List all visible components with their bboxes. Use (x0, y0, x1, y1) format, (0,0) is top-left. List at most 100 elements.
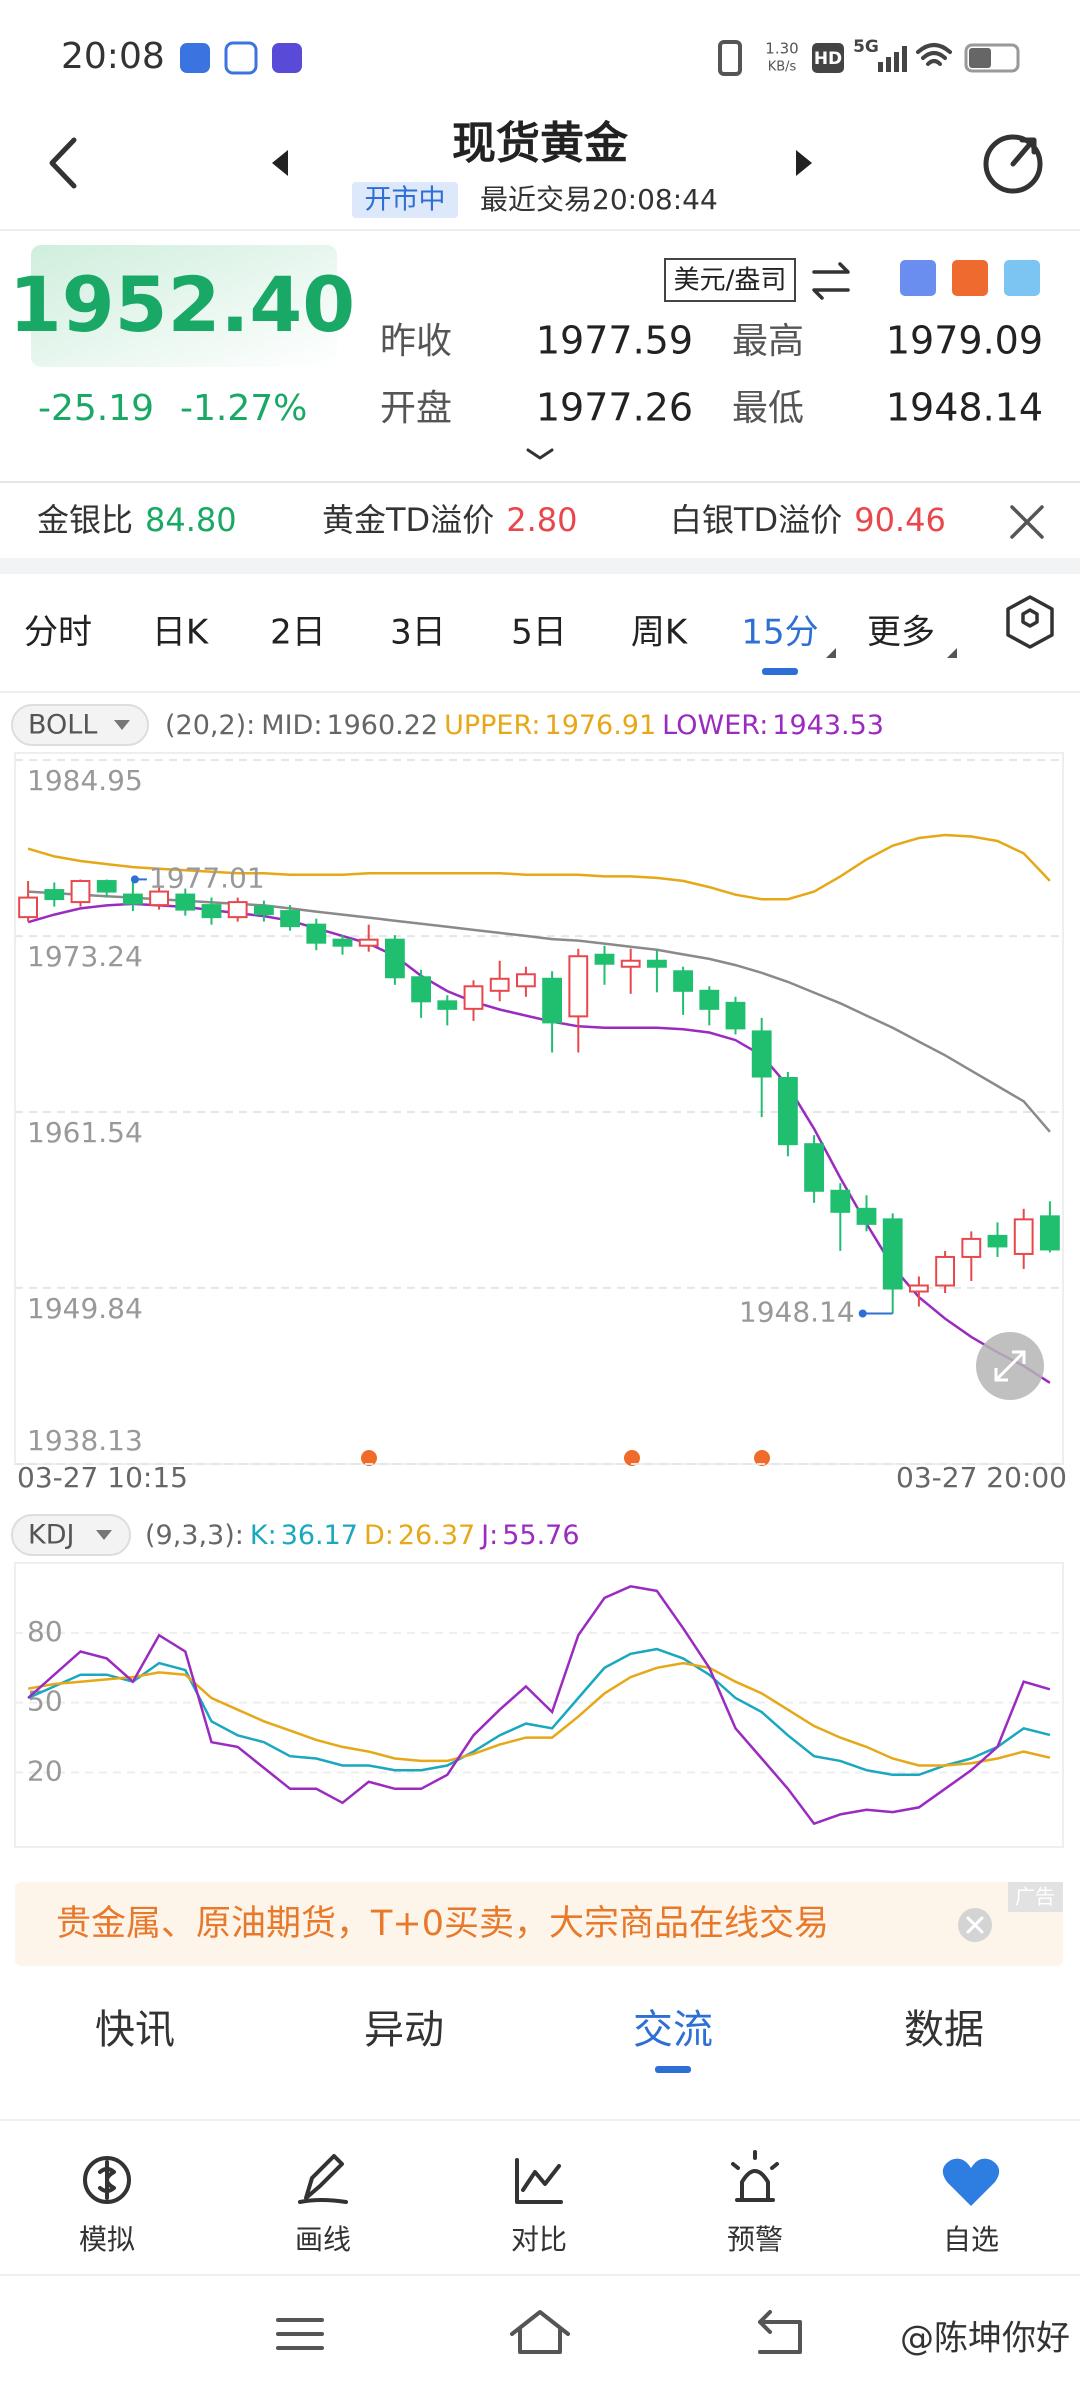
pill-caret (96, 1530, 112, 1540)
candle-body (961, 1237, 982, 1258)
toolbar-label[interactable]: 预警 (727, 2223, 783, 2256)
y-tick-label: 80 (27, 1615, 63, 1648)
candle-body (175, 893, 196, 911)
period-tab[interactable]: 15分 (741, 613, 818, 653)
candle-body (18, 896, 39, 919)
refresh-button[interactable] (983, 134, 1043, 194)
candle-body (804, 1143, 825, 1192)
legend-value: 55.76 (502, 1520, 579, 1551)
news-tab[interactable]: 交流 (633, 2007, 713, 2053)
last-price: 1952.40 (9, 260, 355, 349)
news-tab[interactable]: 异动 (364, 2007, 444, 2053)
field-value: 1977.26 (536, 386, 693, 430)
legend-params: (9,3,3): (145, 1520, 244, 1551)
indicator-line (27, 1647, 1051, 1777)
candle-body (306, 923, 327, 944)
period-tab[interactable]: 周K (631, 613, 689, 653)
tool-icon[interactable] (952, 260, 988, 296)
candle-body (384, 938, 405, 979)
candle-body (935, 1255, 956, 1287)
toolbar-label[interactable]: 画线 (295, 2223, 351, 2256)
candle-body (70, 880, 91, 904)
unit-button[interactable] (664, 258, 796, 302)
news-tab[interactable]: 快讯 (95, 2007, 175, 2053)
favorite-icon[interactable] (942, 2158, 1000, 2206)
period-tab[interactable]: 更多 (867, 613, 935, 653)
period-tab[interactable]: 分时 (24, 613, 92, 653)
close-spreads[interactable] (1010, 505, 1044, 539)
page-title: 现货黄金 (452, 118, 629, 169)
indicator-pill[interactable] (11, 704, 149, 746)
tool-icon[interactable] (900, 260, 936, 296)
price-change: -25.19 (38, 388, 154, 429)
period-tab[interactable]: 5日 (511, 613, 567, 653)
event-marker[interactable] (361, 1450, 377, 1466)
indicator-line (27, 833, 1051, 901)
period-tab[interactable]: 3日 (390, 613, 446, 653)
field-label: 最高 (732, 321, 804, 362)
tab-underline (762, 668, 798, 675)
net-speed: 1.30 (765, 40, 798, 58)
indicator-pill[interactable] (11, 1514, 131, 1556)
candle-body (358, 938, 379, 947)
ad-banner[interactable] (15, 1882, 1063, 1966)
news-tab[interactable]: 数据 (904, 2007, 984, 2053)
hd-badge (812, 43, 844, 73)
candle-body (411, 976, 432, 1003)
legend-value: 1976.91 (545, 710, 657, 741)
annotation-dot (858, 1309, 867, 1318)
status-badge (352, 182, 458, 218)
x-tick-label: 03-27 10:15 (17, 1461, 188, 1494)
prev-button[interactable] (272, 150, 288, 176)
toolbar-label[interactable]: 对比 (511, 2223, 567, 2256)
legend-value: 1960.22 (326, 710, 438, 741)
candle-body (699, 989, 720, 1010)
candle-body (542, 977, 563, 1024)
next-button[interactable] (796, 150, 812, 176)
price-change-pct: -1.27% (180, 388, 307, 429)
candle-body (908, 1284, 929, 1293)
period-tab[interactable]: 日K (152, 613, 210, 653)
candle-body (830, 1189, 851, 1213)
candle-body (489, 977, 510, 992)
network-type: 5G (853, 37, 879, 57)
tab-underline (655, 2066, 691, 2073)
candle-body (594, 953, 615, 965)
candle-body (882, 1218, 903, 1290)
spread-label: 白银TD溢价 (670, 501, 842, 539)
fullscreen-icon (994, 1350, 1026, 1382)
watermark: @陈坤你好 (900, 2319, 1070, 2359)
expand-chevron[interactable] (526, 448, 554, 460)
settings-button[interactable] (1006, 595, 1054, 649)
chart-frame (14, 752, 1064, 1465)
y-tick-label: 1938.13 (27, 1424, 143, 1457)
price-box (31, 245, 337, 367)
tool-icon[interactable] (1004, 260, 1040, 296)
candle-body (44, 889, 65, 901)
toolbar-label[interactable]: 自选 (943, 2223, 999, 2256)
toolbar-label[interactable]: 模拟 (79, 2223, 135, 2256)
legend-params: (20,2): (165, 710, 255, 741)
legend-name: D: (364, 1520, 394, 1551)
event-marker[interactable] (624, 1450, 640, 1466)
y-tick-label: 1973.24 (27, 940, 143, 973)
candle-body (646, 959, 667, 968)
swap-icon[interactable] (812, 262, 850, 300)
nav-menu[interactable] (276, 2318, 324, 2350)
indicator-line (27, 1585, 1051, 1826)
candle-body (751, 1030, 772, 1078)
status-icon (180, 43, 210, 73)
chart-frame (14, 1562, 1064, 1848)
tab-caret (826, 648, 836, 658)
candle-body (463, 985, 484, 1010)
period-tab[interactable]: 2日 (270, 613, 326, 653)
chart-legend: (9,3,3): K: 36.17 D: 26.37 J: 55.76 (145, 1520, 580, 1551)
candle-body (725, 1001, 746, 1030)
candle-body (280, 910, 301, 928)
nav-home[interactable] (510, 2310, 570, 2354)
gap-band (0, 558, 1080, 574)
back-button[interactable] (49, 137, 77, 189)
field-value: 1979.09 (886, 319, 1043, 363)
event-marker[interactable] (754, 1450, 770, 1466)
nav-back[interactable] (758, 2310, 802, 2354)
